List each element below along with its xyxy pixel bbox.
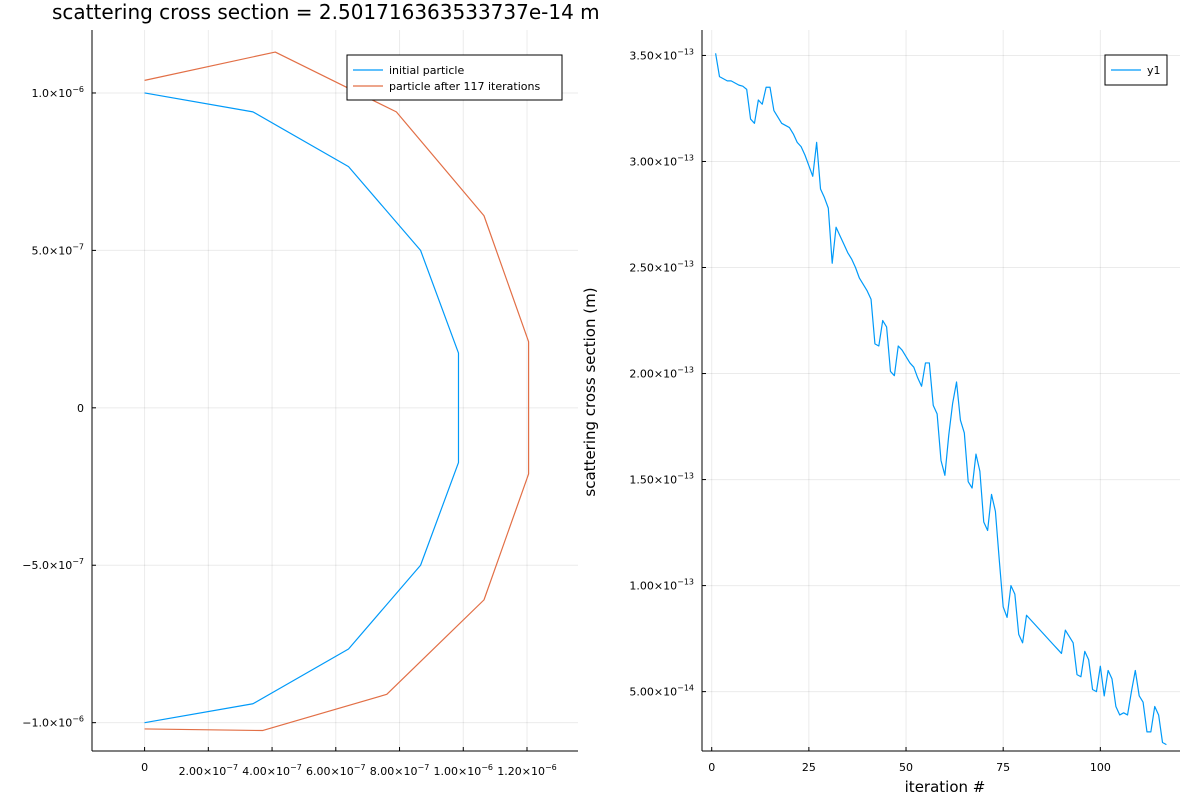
y-tick-label: −1.0×10−6 xyxy=(22,715,84,730)
y-tick-label: 5.0×10−7 xyxy=(31,242,84,257)
series-line-1 xyxy=(715,53,1167,746)
x-tick-label: 100 xyxy=(1090,761,1111,774)
x-tick-label: 1.00×10−6 xyxy=(434,763,494,778)
cross-section-history-panel: iteration # scattering cross section (m)… xyxy=(581,30,1180,796)
y-tick-label: 0 xyxy=(77,402,84,415)
x-tick-label: 75 xyxy=(996,761,1010,774)
right-panel-ylabel: scattering cross section (m) xyxy=(581,287,599,496)
x-tick-label: 25 xyxy=(802,761,816,774)
particle-shape-panel: scattering cross section = 2.50171636353… xyxy=(22,0,599,778)
legend-label: y1 xyxy=(1147,64,1161,77)
y-tick-label: −5.0×10−7 xyxy=(22,557,84,572)
series-line-1 xyxy=(144,92,460,724)
x-tick-label: 8.00×10−7 xyxy=(370,763,430,778)
x-tick-label: 2.00×10−7 xyxy=(179,763,239,778)
x-tick-label: 50 xyxy=(899,761,913,774)
legend-label: particle after 117 iterations xyxy=(389,80,540,93)
y-tick-label: 1.50×10−13 xyxy=(629,472,694,487)
y-tick-label: 3.00×10−13 xyxy=(629,153,694,168)
y-tick-label: 1.0×10−6 xyxy=(31,85,84,100)
legend-box xyxy=(346,54,563,101)
y-tick-label: 2.00×10−13 xyxy=(629,366,694,381)
legend: y1 xyxy=(1104,54,1168,86)
legend-label: initial particle xyxy=(389,64,464,77)
x-tick-label: 0 xyxy=(141,761,148,774)
x-tick-label: 6.00×10−7 xyxy=(306,763,366,778)
y-tick-label: 5.00×10−14 xyxy=(629,684,694,699)
series-line-2 xyxy=(144,51,530,732)
y-tick-label: 3.50×10−13 xyxy=(629,47,694,62)
x-tick-label: 0 xyxy=(708,761,715,774)
y-tick-label: 1.00×10−13 xyxy=(629,578,694,593)
right-panel-xlabel: iteration # xyxy=(905,778,986,796)
x-tick-label: 1.20×10−6 xyxy=(497,763,557,778)
y-tick-label: 2.50×10−13 xyxy=(629,260,694,275)
x-tick-label: 4.00×10−7 xyxy=(242,763,302,778)
left-panel-title: scattering cross section = 2.50171636353… xyxy=(52,0,600,24)
legend: initial particle particle after 117 itera… xyxy=(346,54,563,101)
